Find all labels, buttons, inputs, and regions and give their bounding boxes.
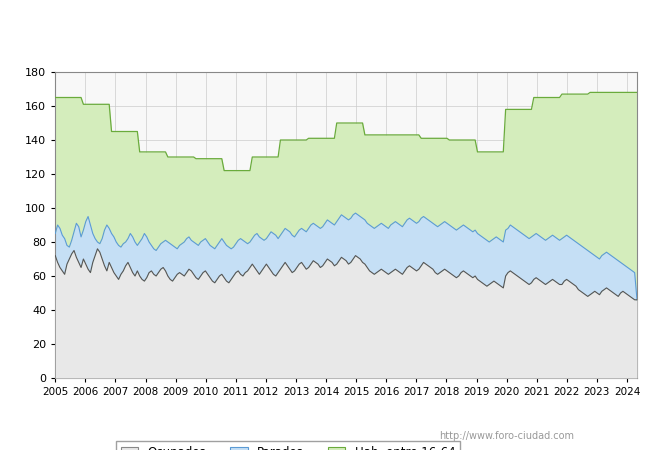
Text: Peraleda de San Román - Evolucion de la poblacion en edad de Trabajar Mayo de 20: Peraleda de San Román - Evolucion de la … — [47, 17, 603, 30]
Legend: Ocupados, Parados, Hab. entre 16-64: Ocupados, Parados, Hab. entre 16-64 — [116, 441, 460, 450]
Text: http://www.foro-ciudad.com: http://www.foro-ciudad.com — [439, 431, 575, 441]
